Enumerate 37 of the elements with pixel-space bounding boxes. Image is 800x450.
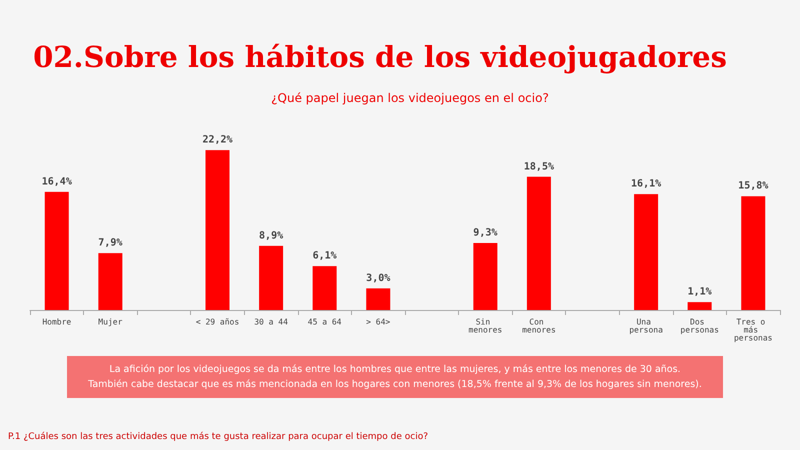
bar <box>312 266 337 310</box>
x-tick-label: 30 a 44 <box>254 318 288 326</box>
x-tick-label: Con menores <box>522 318 556 334</box>
data-label: 16,1% <box>631 178 662 190</box>
data-label: 8,9% <box>259 230 284 242</box>
x-tick-label: < 29 años <box>196 318 240 326</box>
data-label: 9,3% <box>473 228 498 239</box>
bar <box>44 192 69 310</box>
x-tick-label: Tres o más personas <box>734 318 773 342</box>
data-label: 3,0% <box>366 272 390 284</box>
text: La afición por los videojuegos se da más entre los hombres que entre las mujeres, y más entre los menores de 30 años. También cabe destacar que es más mencionada en los hogares con menores (18,5% frente al 9,3% de los hogares sin menores). <box>67 356 723 398</box>
data-label: 22,2% <box>202 134 233 146</box>
bar <box>741 196 766 310</box>
data-label: 16,4% <box>42 176 72 188</box>
bar <box>634 194 658 310</box>
data-label: 1,1% <box>688 286 712 298</box>
text: P.1 ¿Cuáles son las tres actividades que más te gusta realizar para ocupar el tiempo de ocio? <box>8 432 428 442</box>
data-label: 18,5% <box>524 161 554 172</box>
bar <box>473 243 498 310</box>
bar <box>98 253 122 310</box>
bar <box>526 176 551 310</box>
data-label: 6,1% <box>312 250 337 262</box>
chart-subtitle: ¿Qué papel juegan los videojuegos en el ocio? <box>270 91 550 105</box>
x-tick-label: > 64> <box>366 318 390 326</box>
bar <box>688 302 712 310</box>
x-tick-label: 45 a 64 <box>308 318 342 326</box>
bar <box>366 288 390 310</box>
chart-title: 02.Sobre los hábitos de los videojugadores <box>32 40 728 74</box>
x-tick-label: Sin menores <box>468 318 502 334</box>
x-tick-label: Una persona <box>629 318 664 334</box>
x-tick-label: Dos personas <box>680 318 720 334</box>
bar <box>259 246 284 310</box>
bar <box>206 150 230 310</box>
data-label: 7,9% <box>98 238 122 249</box>
x-tick-label: Mujer <box>98 318 123 326</box>
x-tick-label: Hombre <box>42 318 72 326</box>
data-label: 15,8% <box>738 180 768 192</box>
